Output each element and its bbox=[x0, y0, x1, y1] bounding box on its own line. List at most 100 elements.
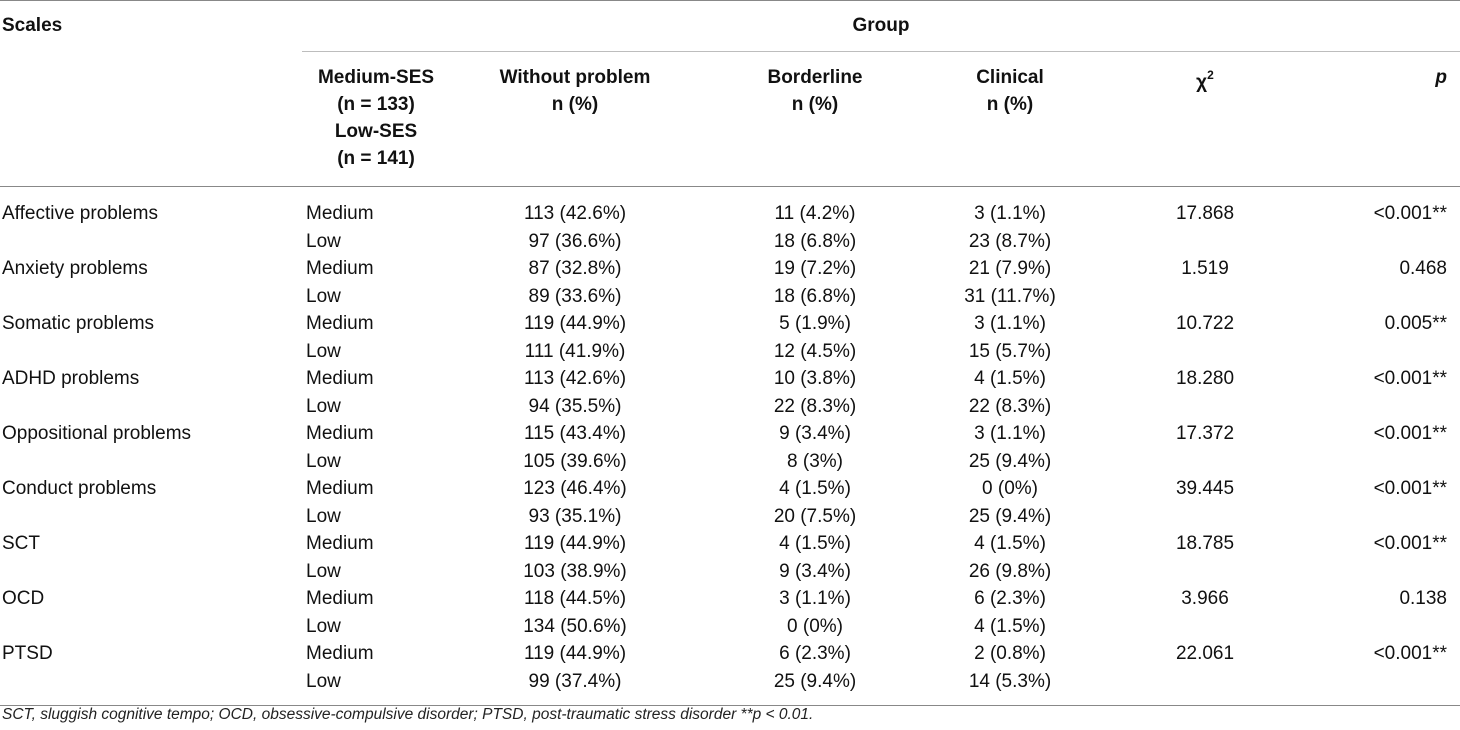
scale-name: Affective problems bbox=[0, 187, 302, 256]
table-row: Oppositional problems Medium Low 115 (43.4%… bbox=[0, 420, 1460, 475]
ses-medium: Medium bbox=[306, 368, 374, 389]
chi-square-value: 22.061 bbox=[1175, 643, 1235, 664]
borderline-cell: 10 (3.8%) 22 (8.3%) bbox=[700, 365, 930, 420]
table-row: PTSD Medium Low 119 (44.9%) 99 (37.4%) 6 (2.3… bbox=[0, 640, 1460, 706]
chi-square-symbol: χ2 bbox=[1196, 68, 1214, 94]
scale-label: PTSD bbox=[2, 643, 53, 664]
borderline-medium: 19 (7.2%) bbox=[773, 258, 857, 279]
ses-medium: Medium bbox=[306, 203, 374, 224]
clinical-low: 22 (8.3%) bbox=[968, 395, 1052, 417]
scale-label: Somatic problems bbox=[2, 313, 155, 334]
ses-cell: Medium Low bbox=[302, 420, 450, 475]
table-row: Anxiety problems Medium Low 87 (32.8%) 89 (3… bbox=[0, 255, 1460, 310]
borderline-medium: 4 (1.5%) bbox=[779, 478, 851, 499]
clinical-low: 25 (9.4%) bbox=[968, 505, 1052, 527]
clinical-low: 15 (5.7%) bbox=[968, 340, 1052, 362]
borderline-low: 22 (8.3%) bbox=[773, 395, 857, 417]
without-problem-low: 93 (35.1%) bbox=[528, 505, 622, 527]
without-problem-low: 99 (37.4%) bbox=[528, 670, 622, 692]
without-problem-cell: 115 (43.4%) 105 (39.6%) bbox=[450, 420, 700, 475]
clinical-cell: 21 (7.9%) 31 (11.7%) bbox=[930, 255, 1090, 310]
clinical-header-line: n (%) bbox=[986, 94, 1034, 115]
clinical-low: 14 (5.3%) bbox=[968, 670, 1052, 692]
clinical-cell: 3 (1.1%) 23 (8.7%) bbox=[930, 187, 1090, 256]
borderline-medium: 9 (3.4%) bbox=[779, 423, 851, 444]
table-row: SCT Medium Low 119 (44.9%) 103 (38.9%) 4 (1.5… bbox=[0, 530, 1460, 585]
p-value: <0.001** bbox=[1373, 423, 1447, 444]
clinical-medium: 4 (1.5%) bbox=[974, 533, 1046, 554]
p-value-cell: <0.001** bbox=[1320, 475, 1460, 530]
ses-cell: Medium Low bbox=[302, 255, 450, 310]
group-header: Group bbox=[302, 0, 1460, 52]
chi-superscript: 2 bbox=[1207, 68, 1214, 82]
scale-name: Oppositional problems bbox=[0, 420, 302, 475]
ses-low: Low bbox=[306, 560, 341, 582]
p-value-cell: 0.468 bbox=[1320, 255, 1460, 310]
scale-label: Conduct problems bbox=[2, 478, 157, 499]
ses-low: Low bbox=[306, 505, 341, 527]
clinical-cell: 3 (1.1%) 25 (9.4%) bbox=[930, 420, 1090, 475]
without-problem-medium: 119 (44.9%) bbox=[523, 533, 627, 554]
without-problem-header: Without problem n (%) bbox=[450, 51, 700, 187]
without-problem-medium: 113 (42.6%) bbox=[523, 368, 627, 389]
without-problem-medium: 123 (46.4%) bbox=[523, 478, 627, 499]
chi-square-value: 3.966 bbox=[1181, 588, 1229, 609]
results-table: Scales Group Medium-SES (n = 133) Low-SE… bbox=[0, 0, 1460, 706]
ses-header-line: Medium-SES bbox=[317, 67, 435, 88]
ses-low: Low bbox=[306, 395, 341, 417]
scale-name: PTSD bbox=[0, 640, 302, 706]
chi-square-cell: 10.722 bbox=[1090, 310, 1320, 365]
chi-square-cell: 17.868 bbox=[1090, 187, 1320, 256]
without-problem-cell: 118 (44.5%) 134 (50.6%) bbox=[450, 585, 700, 640]
scale-name: OCD bbox=[0, 585, 302, 640]
borderline-low: 12 (4.5%) bbox=[773, 340, 857, 362]
without-problem-medium: 115 (43.4%) bbox=[523, 423, 627, 444]
without-problem-low: 94 (35.5%) bbox=[528, 395, 622, 417]
p-value: 0.138 bbox=[1399, 588, 1447, 609]
borderline-low: 0 (0%) bbox=[787, 615, 843, 637]
without-problem-low: 111 (41.9%) bbox=[524, 340, 626, 362]
scale-label: Oppositional problems bbox=[2, 423, 192, 444]
p-value-cell: <0.001** bbox=[1320, 640, 1460, 706]
scale-label: Affective problems bbox=[2, 203, 158, 224]
scale-name: Anxiety problems bbox=[0, 255, 302, 310]
chi-square-cell: 39.445 bbox=[1090, 475, 1320, 530]
ses-medium: Medium bbox=[306, 478, 374, 499]
ses-header: Medium-SES (n = 133) Low-SES (n = 141) bbox=[302, 51, 450, 187]
ses-low: Low bbox=[306, 615, 341, 637]
without-problem-cell: 119 (44.9%) 99 (37.4%) bbox=[450, 640, 700, 706]
scale-name: Somatic problems bbox=[0, 310, 302, 365]
without-problem-cell: 87 (32.8%) 89 (33.6%) bbox=[450, 255, 700, 310]
p-value: 0.005** bbox=[1384, 313, 1447, 334]
borderline-medium: 4 (1.5%) bbox=[779, 533, 851, 554]
borderline-cell: 4 (1.5%) 20 (7.5%) bbox=[700, 475, 930, 530]
scale-label: SCT bbox=[2, 533, 40, 554]
borderline-low: 18 (6.8%) bbox=[773, 230, 857, 252]
scale-name: SCT bbox=[0, 530, 302, 585]
scales-header: Scales bbox=[0, 0, 302, 52]
chi-square-cell: 18.280 bbox=[1090, 365, 1320, 420]
borderline-cell: 19 (7.2%) 18 (6.8%) bbox=[700, 255, 930, 310]
borderline-low: 25 (9.4%) bbox=[773, 670, 857, 692]
chi-square-value: 18.280 bbox=[1175, 368, 1235, 389]
chi-square-cell: 1.519 bbox=[1090, 255, 1320, 310]
clinical-cell: 2 (0.8%) 14 (5.3%) bbox=[930, 640, 1090, 706]
scale-label: ADHD problems bbox=[2, 368, 140, 389]
clinical-medium: 3 (1.1%) bbox=[974, 423, 1046, 444]
without-problem-low: 103 (38.9%) bbox=[523, 560, 627, 582]
ses-medium: Medium bbox=[306, 313, 374, 334]
ses-low: Low bbox=[306, 285, 341, 307]
ses-low: Low bbox=[306, 230, 341, 252]
without-problem-low: 89 (33.6%) bbox=[528, 285, 622, 307]
ses-header-line: (n = 141) bbox=[337, 148, 415, 169]
chi-symbol: χ bbox=[1196, 72, 1208, 94]
borderline-low: 8 (3%) bbox=[787, 450, 843, 472]
chi-square-cell: 17.372 bbox=[1090, 420, 1320, 475]
borderline-low: 9 (3.4%) bbox=[779, 560, 851, 582]
ses-medium: Medium bbox=[306, 533, 374, 554]
scale-name: ADHD problems bbox=[0, 365, 302, 420]
without-problem-medium: 119 (44.9%) bbox=[523, 313, 627, 334]
clinical-header: Clinical n (%) bbox=[930, 51, 1090, 187]
clinical-low: 23 (8.7%) bbox=[968, 230, 1052, 252]
chi-square-value: 10.722 bbox=[1175, 313, 1235, 334]
